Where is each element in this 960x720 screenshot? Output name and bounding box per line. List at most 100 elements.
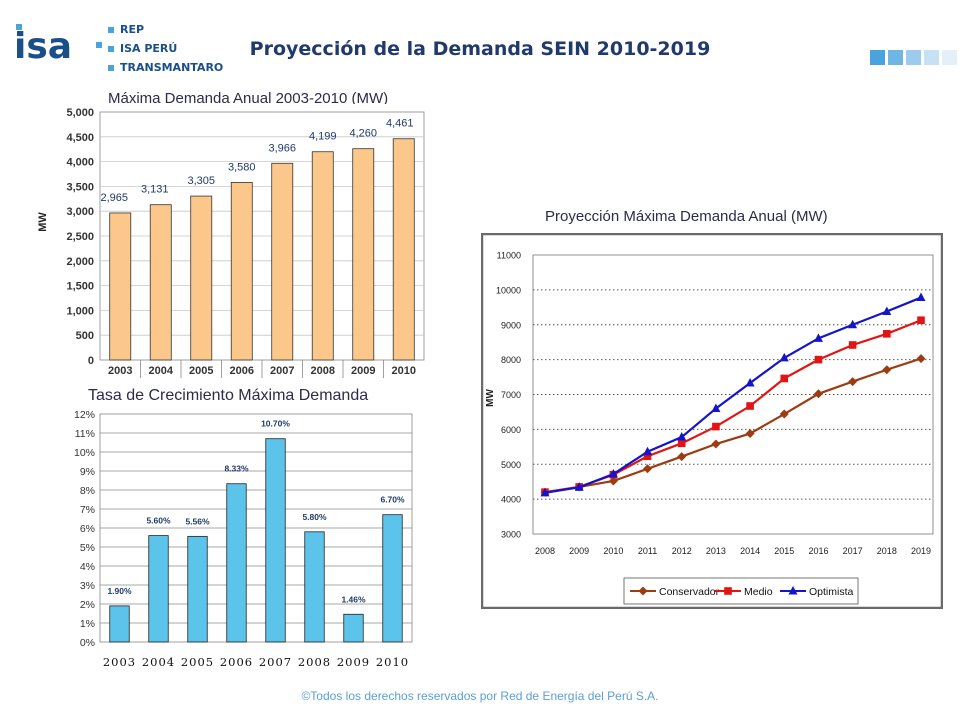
chart1-data-label: 2,965 xyxy=(100,192,128,204)
chart3-x-tick: 2014 xyxy=(740,546,760,556)
chart2-bar-2010 xyxy=(382,514,403,643)
chart1-x-tick: 2008 xyxy=(311,365,335,377)
series-point-medio xyxy=(643,452,652,461)
chart2-data-label: 1.90% xyxy=(107,586,132,596)
chart3-x-tick: 2010 xyxy=(603,546,623,556)
chart2-x-tick: 2008 xyxy=(298,655,331,669)
series-point-optimista xyxy=(643,446,653,456)
chart3-x-tick: 2011 xyxy=(638,546,657,556)
series-line-conservador xyxy=(544,357,922,494)
chart2-y-tick: 6% xyxy=(80,523,95,535)
chart1-bar-2005 xyxy=(190,195,213,361)
series-point-conservador xyxy=(677,452,687,462)
legend-marker-conservador xyxy=(638,586,648,596)
chart2-y-tick: 11% xyxy=(75,428,95,440)
series-point-conservador xyxy=(848,377,858,387)
chart2-y-tick: 0% xyxy=(80,637,95,649)
chart1-y-tick: 2,000 xyxy=(66,256,94,268)
chart2-data-label: 1.46% xyxy=(341,594,366,604)
chart1-data-label: 4,199 xyxy=(309,131,337,143)
chart3-y-tick: 6000 xyxy=(501,425,521,435)
series-point-conservador xyxy=(779,409,789,419)
chart1-data-label: 3,131 xyxy=(141,184,169,196)
chart2-data-label: 8.33% xyxy=(224,464,249,474)
chart1-y-tick: 4,000 xyxy=(66,157,94,169)
brand-list: REP ISA PERÚ TRANSMANTARO xyxy=(108,20,223,77)
chart2-x-tick: 2009 xyxy=(337,655,370,669)
chart1-data-label: 3,580 xyxy=(228,161,256,173)
chart1-title: Máxima Demanda Anual 2003-2010 (MW) xyxy=(108,90,389,107)
chart1-data-label: 3,966 xyxy=(268,142,296,154)
chart3-x-tick: 2017 xyxy=(843,546,863,556)
chart1-x-tick: 2003 xyxy=(108,365,132,377)
chart2-y-tick: 12% xyxy=(74,409,95,421)
series-point-optimista xyxy=(745,377,755,387)
chart3-y-tick: 5000 xyxy=(501,460,521,470)
series-point-optimista xyxy=(779,352,789,362)
brand-rep: REP xyxy=(108,20,223,39)
legend-label-medio: Medio xyxy=(744,586,773,598)
brand-transmantaro: TRANSMANTARO xyxy=(108,58,223,77)
chart1-y-tick: 5,000 xyxy=(66,107,94,119)
series-point-medio xyxy=(883,330,891,338)
chart1-data-label: 4,461 xyxy=(386,118,414,130)
chart2-y-tick: 10% xyxy=(74,447,95,459)
chart1-y-tick: 0 xyxy=(88,355,94,367)
chart2-y-tick: 2% xyxy=(80,599,95,611)
chart2-y-tick: 4% xyxy=(80,561,95,573)
chart1-y-tick: 2,500 xyxy=(66,231,94,243)
chart2-x-tick: 2007 xyxy=(259,655,292,669)
series-point-optimista xyxy=(813,333,823,342)
chart2-x-tick: 2006 xyxy=(220,655,253,669)
decor-square xyxy=(906,50,921,65)
chart2-bar-2004 xyxy=(148,535,169,643)
chart1-x-tick: 2005 xyxy=(189,365,213,377)
series-point-conservador xyxy=(711,439,721,449)
chart2-y-tick: 8% xyxy=(80,485,95,497)
chart2-bar-2009 xyxy=(343,613,364,643)
chart1-x-tick: 2010 xyxy=(392,365,416,377)
legend-marker-optimista xyxy=(788,586,798,595)
decor-square xyxy=(924,50,939,65)
chart2-bar-2006 xyxy=(226,483,247,643)
chart1-data-label: 4,260 xyxy=(349,128,377,140)
chart2-data-label: 5.80% xyxy=(302,512,327,522)
chart1-x-tick: 2009 xyxy=(351,365,375,377)
chart1-bar-2007 xyxy=(271,162,294,361)
series-point-optimista xyxy=(677,432,687,441)
decor-square xyxy=(942,50,957,65)
chart3-x-tick: 2015 xyxy=(774,546,794,556)
logo-text: isa xyxy=(14,26,72,67)
chart3-x-tick: 2018 xyxy=(877,546,897,556)
chart1-y-tick: 500 xyxy=(76,330,94,342)
chart1-bar-2010 xyxy=(392,138,415,361)
series-point-conservador xyxy=(608,476,618,486)
series-point-medio xyxy=(814,355,823,364)
chart1-x-tick: 2004 xyxy=(149,365,174,377)
chart1-bar-2006 xyxy=(230,182,253,361)
chart3-y-tick: 8000 xyxy=(501,355,521,365)
chart3-x-tick: 2013 xyxy=(706,546,726,556)
series-point-optimista xyxy=(711,403,721,412)
series-point-conservador xyxy=(643,464,653,474)
chart1-x-tick: 2006 xyxy=(230,365,254,377)
chart3-x-tick: 2012 xyxy=(672,546,692,556)
series-point-medio xyxy=(848,341,857,349)
legend-label-conservador: Conservador xyxy=(659,586,720,598)
chart2-y-tick: 3% xyxy=(80,580,95,592)
chart3-x-tick: 2008 xyxy=(535,546,555,556)
series-point-conservador xyxy=(882,365,892,375)
series-point-conservador xyxy=(916,354,926,364)
series-point-medio xyxy=(712,422,720,431)
series-point-optimista xyxy=(608,469,618,478)
chart3-y-tick: 3000 xyxy=(501,530,521,540)
chart3-y-tick: 9000 xyxy=(501,320,521,330)
legend-marker-medio xyxy=(724,587,732,595)
decor-square xyxy=(870,50,885,65)
chart2-x-tick: 2003 xyxy=(103,655,136,669)
series-line-optimista xyxy=(544,296,922,494)
chart2-bar-2008 xyxy=(304,531,325,643)
series-point-optimista xyxy=(540,487,550,497)
series-point-optimista xyxy=(882,306,892,315)
chart1-y-tick: 1,000 xyxy=(66,305,94,317)
